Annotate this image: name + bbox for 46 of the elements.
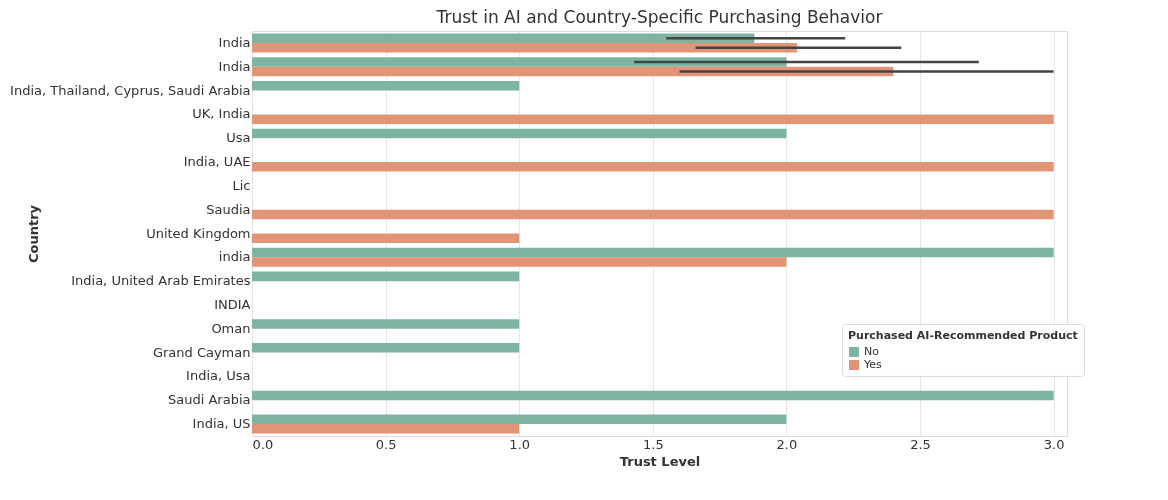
y-axis-title: Country [25,204,41,264]
legend-label: No [864,344,880,358]
y-tick-label: Usa [226,130,251,146]
bar [252,33,755,43]
bar [252,343,520,353]
bar [252,128,787,139]
x-tick-label: 0.0 [252,436,274,452]
y-tick-label: INDIA [214,296,251,312]
bar [252,114,1054,124]
bar [252,233,520,244]
bar [252,57,787,67]
bar [252,162,1054,172]
y-tick-label: Grand Cayman [152,344,251,360]
y-tick-label: Saudia [206,201,251,217]
bar [252,257,787,267]
bar [252,209,1054,220]
bar [252,247,1054,258]
y-tick-label: India [218,34,251,50]
x-tick-label: 2.0 [776,436,798,452]
x-tick-label: 3.0 [1043,436,1065,452]
y-tick-label: India, Thailand, Cyprus, Saudi Arabia [10,82,251,98]
y-tick-label: India, UAE [183,154,251,170]
legend-title: Purchased AI-Recommended Product [848,328,1078,342]
y-tick-label: india [218,249,251,265]
y-tick-label: United Kingdom [146,225,251,241]
chart-title: Trust in AI and Country-Specific Purchasing Behavior [435,7,883,27]
y-tick-label: Saudi Arabia [168,392,251,408]
x-tick-label: 1.0 [509,436,531,452]
bar [252,271,520,282]
x-axis-title: Trust Level [619,453,701,469]
y-tick-label: India, United Arab Emirates [71,273,251,289]
y-tick-label: Oman [211,320,251,336]
y-tick-label: India, US [192,416,251,432]
bar [252,81,520,91]
bar [252,414,787,425]
x-tick-label: 0.5 [375,436,397,452]
y-tick-label: India [218,58,251,74]
y-tick-label: UK, India [192,106,251,122]
legend-label: Yes [863,357,883,371]
y-tick-label: Lic [232,177,251,193]
y-tick-label: India, Usa [186,368,251,384]
bar [252,319,520,329]
x-tick-label: 1.5 [642,436,664,452]
bar [252,390,1054,401]
x-tick-label: 2.5 [910,436,931,452]
bar [252,424,520,434]
